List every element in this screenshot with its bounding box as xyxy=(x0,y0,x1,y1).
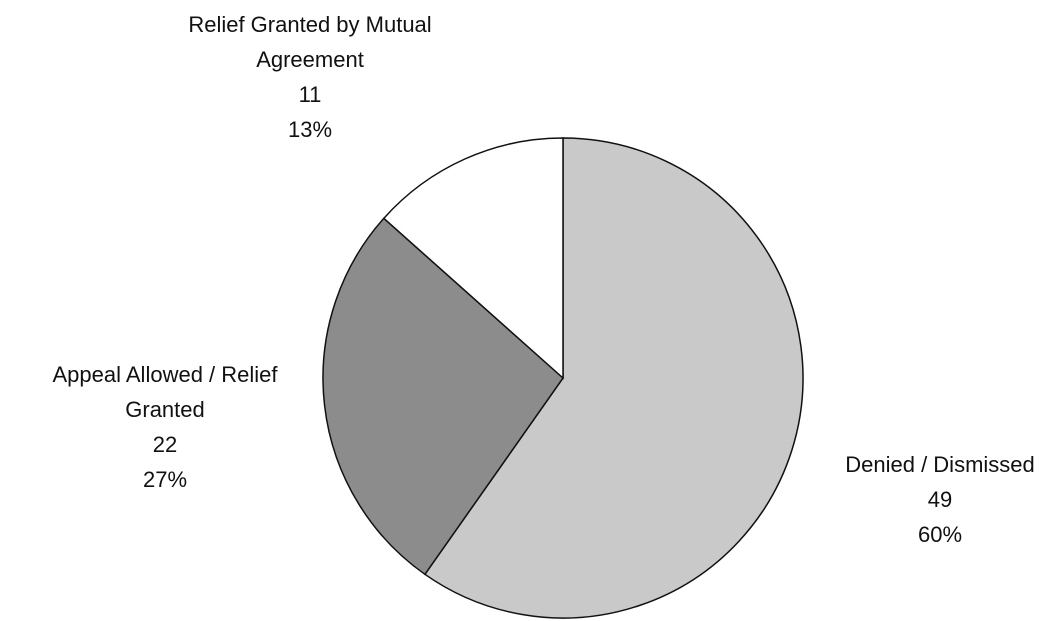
pie-slice xyxy=(382,137,564,380)
pie-slice xyxy=(423,137,804,619)
pie-slice xyxy=(322,217,564,576)
value-label: 11 xyxy=(298,82,322,107)
category-label: Denied / Dismissed xyxy=(845,452,1035,477)
percent-label: 27% xyxy=(142,467,188,492)
value-label: 49 xyxy=(927,487,953,512)
category-label: Relief Granted by Mutual Agreement xyxy=(188,12,432,72)
value-label: 22 xyxy=(152,432,178,457)
percent-label: 13% xyxy=(287,117,333,142)
category-label: Appeal Allowed / Relief Granted xyxy=(52,362,278,422)
slice-label: Relief Granted by Mutual Agreement 11 13% xyxy=(145,7,475,147)
percent-label: 60% xyxy=(917,522,963,547)
slice-label: Denied / Dismissed 49 60% xyxy=(810,447,1059,552)
slice-label: Appeal Allowed / Relief Granted 22 27% xyxy=(10,357,320,497)
